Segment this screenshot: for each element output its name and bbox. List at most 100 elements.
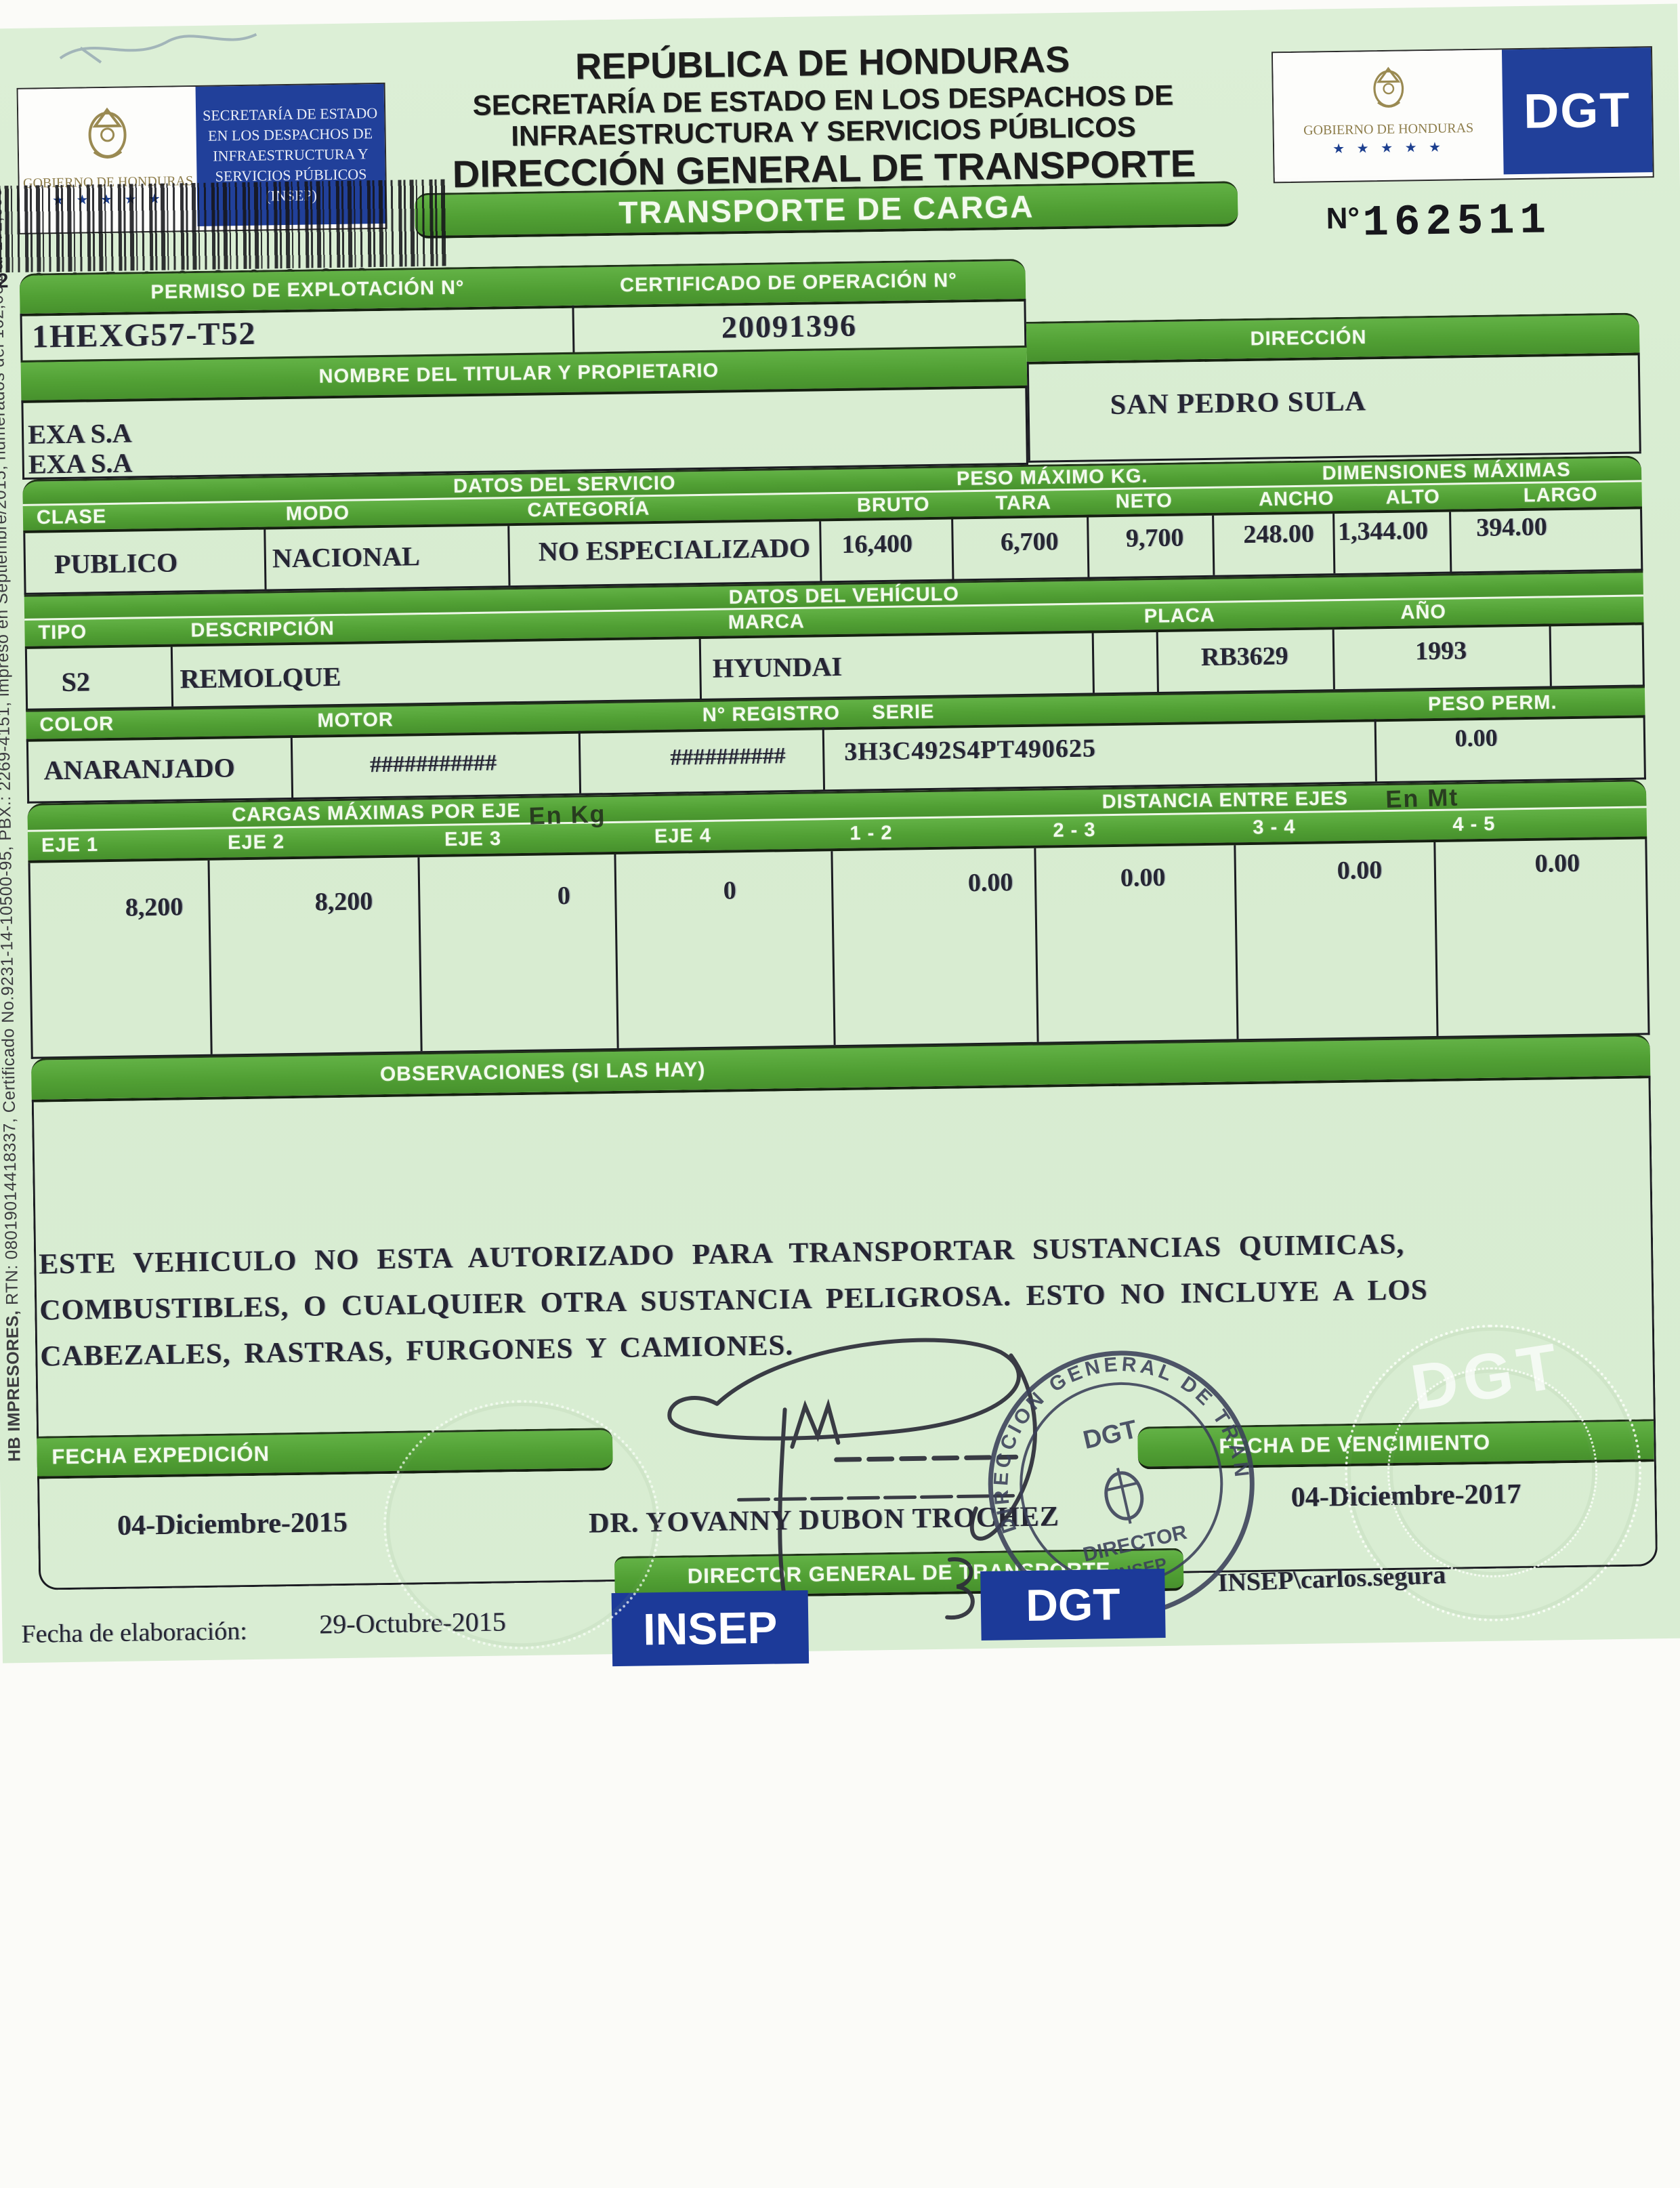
dgt-logo: GOBIERNO DE HONDURAS ★ ★ ★ ★ ★ DGT [1271, 46, 1654, 184]
placa-value: RB3629 [1200, 642, 1288, 672]
motor-label: MOTOR [317, 709, 394, 732]
dist12-label: 1 - 2 [849, 822, 893, 845]
bruto-label: BRUTO [856, 493, 930, 517]
direccion-label: DIRECCIÓN [1250, 326, 1367, 350]
elaboracion-value: 29-Octubre-2015 [318, 1606, 507, 1640]
anio-label: AÑO [1400, 601, 1447, 624]
distancia-title: DISTANCIA ENTRE EJES [1101, 787, 1349, 813]
eje2-value: 8,200 [314, 887, 373, 917]
coat-of-arms-icon [88, 107, 127, 159]
largo-value: 394.00 [1475, 512, 1547, 543]
alto-label: ALTO [1385, 486, 1441, 509]
dist23-value: 0.00 [1120, 863, 1166, 892]
eje1-value: 8,200 [125, 892, 184, 922]
dgt-footer-logo: DGT [980, 1569, 1166, 1641]
neto-value: 9,700 [1125, 523, 1184, 553]
peso-perm-label: PESO PERM. [1427, 691, 1557, 716]
modo-value: NACIONAL [272, 541, 420, 574]
certificate-scan: GOBIERNO DE HONDURAS ★ ★ ★ ★ ★ SECRETARÍ… [0, 3, 1680, 1667]
printer-name: HB IMPRESORES, [3, 1310, 24, 1462]
dist45-value: 0.00 [1534, 848, 1580, 878]
permiso-label: PERMISO DE EXPLOTACIÓN N° [150, 276, 465, 304]
en-mt-stamp: En Mt [1385, 783, 1459, 813]
color-label: COLOR [39, 713, 114, 737]
insep-line: INFRAESTRUCTURA Y [213, 145, 369, 165]
marca-value: HYUNDAI [712, 651, 843, 684]
dist34-label: 3 - 4 [1253, 816, 1296, 839]
titular-line2: EXA S.A [28, 447, 133, 480]
printer-info: RTN: 08019014418337, Certificado No.9231… [0, 188, 22, 1306]
ejes-value-row [28, 839, 1650, 1059]
fecha-expedicion-value: 04-Diciembre-2015 [117, 1506, 348, 1542]
tara-value: 6,700 [1000, 527, 1059, 557]
registro-label: N° REGISTRO [702, 702, 841, 726]
descripcion-label: DESCRIPCIÓN [190, 617, 335, 642]
clase-value: PUBLICO [54, 547, 178, 580]
motor-value: ########### [369, 750, 497, 778]
servicio-title: DATOS DEL SERVICIO [453, 472, 676, 497]
document-number-label: N° [1326, 201, 1360, 236]
document-number-value: 162511 [1362, 197, 1552, 249]
tipo-label: TIPO [38, 621, 87, 644]
anio-value: 1993 [1414, 636, 1467, 666]
dist34-value: 0.00 [1337, 856, 1383, 886]
placa-label: PLACA [1143, 604, 1215, 627]
stars-icon: ★ ★ ★ ★ ★ [1332, 140, 1446, 157]
insep-footer-logo: INSEP [611, 1590, 810, 1667]
insep-logo: GOBIERNO DE HONDURAS ★ ★ ★ ★ ★ SECRETARÍ… [16, 82, 387, 234]
certificado-value: 20091396 [721, 308, 858, 345]
dist23-label: 2 - 3 [1053, 819, 1096, 842]
largo-label: LARGO [1523, 483, 1598, 507]
modo-label: MODO [285, 502, 350, 525]
peso-perm-value: 0.00 [1454, 724, 1498, 752]
document-number: N° 162511 [1326, 197, 1551, 249]
serie-label: SERIE [872, 701, 935, 724]
gobierno-text: GOBIERNO DE HONDURAS [1303, 121, 1474, 138]
insep-line: SECRETARÍA DE ESTADO [202, 104, 378, 124]
dist12-value: 0.00 [967, 868, 1013, 898]
ancho-value: 248.00 [1242, 519, 1315, 550]
coat-of-arms-icon [1373, 66, 1404, 108]
fecha-expedicion-bar: FECHA EXPEDICIÓN [37, 1428, 613, 1479]
titular-label: NOMBRE DEL TITULAR Y PROPIETARIO [318, 360, 719, 388]
insep-line: EN LOS DESPACHOS DE [207, 125, 373, 144]
carga-banner-label: TRANSPORTE DE CARGA [618, 188, 1034, 230]
dimensiones-title: DIMENSIONES MÁXIMAS [1322, 459, 1571, 484]
elaboracion-label: Fecha de elaboración: [21, 1617, 248, 1649]
certificado-label: CERTIFICADO DE OPERACIÓN N° [619, 269, 958, 297]
serie-value: 3H3C492S4PT490625 [843, 734, 1097, 766]
marca-label: MARCA [728, 611, 805, 634]
titular-line1: EXA S.A [27, 417, 132, 450]
eje3-value: 0 [557, 881, 571, 911]
eje4-label: EJE 4 [654, 825, 712, 848]
bruto-value: 16,400 [841, 529, 913, 559]
stamp-dgt-text: DGT [1080, 1415, 1140, 1455]
categoria-label: CATEGORÍA [527, 497, 650, 522]
fecha-expedicion-label: FECHA EXPEDICIÓN [51, 1441, 270, 1469]
registro-value: ########## [670, 743, 786, 770]
en-kg-stamp: En Kg [528, 800, 607, 830]
eje4-value: 0 [723, 876, 737, 905]
dist45-label: 4 - 5 [1452, 813, 1496, 836]
gobierno-emblem-panel: GOBIERNO DE HONDURAS ★ ★ ★ ★ ★ [18, 86, 198, 229]
categoria-value: NO ESPECIALIZADO [538, 532, 811, 567]
neto-label: NETO [1115, 490, 1173, 513]
fecha-vencimiento-value: 04-Diciembre-2017 [1290, 1479, 1521, 1514]
observaciones-label: OBSERVACIONES (SI LAS HAY) [379, 1058, 706, 1086]
descripcion-value: REMOLQUE [180, 661, 341, 695]
cargas-title: CARGAS MÁXIMAS POR EJE [232, 800, 521, 826]
dgt-acronym: DGT [1523, 83, 1631, 139]
title-republica: REPÚBLICA DE HONDURAS [574, 39, 1070, 87]
pen-scribble [59, 33, 257, 64]
direccion-value: SAN PEDRO SULA [1110, 386, 1367, 421]
eje2-label: EJE 2 [227, 831, 285, 854]
dgt-acronym-panel: DGT [1501, 47, 1653, 175]
eje1-label: EJE 1 [41, 833, 99, 856]
tara-label: TARA [995, 491, 1052, 515]
signature [667, 1338, 1037, 1649]
ancho-label: ANCHO [1258, 487, 1335, 511]
clase-label: CLASE [36, 505, 107, 529]
gobierno-emblem-panel: GOBIERNO DE HONDURAS ★ ★ ★ ★ ★ [1272, 49, 1504, 178]
eje3-label: EJE 3 [444, 827, 502, 851]
